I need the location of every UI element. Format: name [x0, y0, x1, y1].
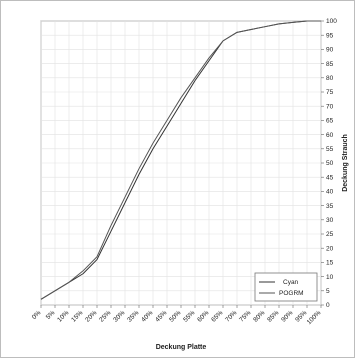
y-tick-label: 85	[326, 61, 334, 68]
x-tick-label: 30%	[112, 309, 126, 323]
y-tick-label: 40	[326, 189, 334, 196]
x-tick-label: 0%	[31, 309, 43, 321]
y-axis-ticks: 0 5 10 15 20 25 30 35 40 45 50 55 60 65 70 75 80 85 90 95 10…	[321, 18, 337, 309]
y-tick-label: 0	[326, 302, 330, 309]
y-tick-label: 100	[326, 18, 337, 25]
x-axis-title: Deckung Platte	[156, 344, 207, 351]
x-tick-label: 90%	[280, 309, 294, 323]
y-tick-label: 30	[326, 217, 334, 224]
x-tick-label: 10%	[56, 309, 70, 323]
y-tick-label: 15	[326, 260, 334, 267]
x-tick-label: 25%	[98, 309, 112, 323]
x-tick-label: 20%	[84, 309, 98, 323]
y-tick-label: 45	[326, 174, 334, 181]
x-tick-label: 40%	[140, 309, 154, 323]
y-tick-label: 50	[326, 160, 334, 167]
y-tick-label: 10	[326, 274, 334, 281]
y-tick-label: 95	[326, 32, 334, 39]
x-tick-label: 60%	[196, 309, 210, 323]
y-tick-label: 20	[326, 245, 334, 252]
y-tick-label: 25	[326, 231, 334, 238]
y-tick-label: 80	[326, 75, 334, 82]
legend-box	[254, 272, 318, 302]
legend: Cyan POGRM	[254, 272, 318, 302]
series-lines	[40, 20, 321, 300]
x-tick-label: 35%	[126, 309, 140, 323]
y-tick-label: 90	[326, 47, 334, 54]
x-tick-label: 50%	[168, 309, 182, 323]
x-tick-label: 100%	[306, 309, 323, 326]
series-line-pogrm	[40, 20, 321, 300]
y-tick-label: 75	[326, 89, 334, 96]
x-tick-label: 80%	[252, 309, 266, 323]
legend-label-cyan: Cyan	[283, 279, 299, 286]
grid-lines	[40, 20, 322, 306]
y-tick-label: 35	[326, 203, 334, 210]
y-tick-label: 70	[326, 103, 334, 110]
x-tick-label: 85%	[266, 309, 280, 323]
x-tick-label: 5%	[45, 309, 57, 321]
legend-label-pogrm: POGRM	[279, 290, 304, 297]
x-axis-ticks: 0% 5% 10% 15% 20% 25% 30% 35% 40% 45% 50% 55% 60% 65%…	[31, 305, 323, 326]
y-axis-title: Deckung Strauch	[342, 134, 349, 192]
y-tick-label: 55	[326, 146, 334, 153]
x-tick-label: 70%	[224, 309, 238, 323]
x-tick-label: 45%	[154, 309, 168, 323]
x-tick-label: 75%	[238, 309, 252, 323]
x-tick-label: 55%	[182, 309, 196, 323]
y-tick-label: 60	[326, 132, 334, 139]
x-tick-label: 15%	[70, 309, 84, 323]
y-tick-label: 65	[326, 118, 334, 125]
x-tick-label: 65%	[210, 309, 224, 323]
y-tick-label: 5	[326, 288, 330, 295]
